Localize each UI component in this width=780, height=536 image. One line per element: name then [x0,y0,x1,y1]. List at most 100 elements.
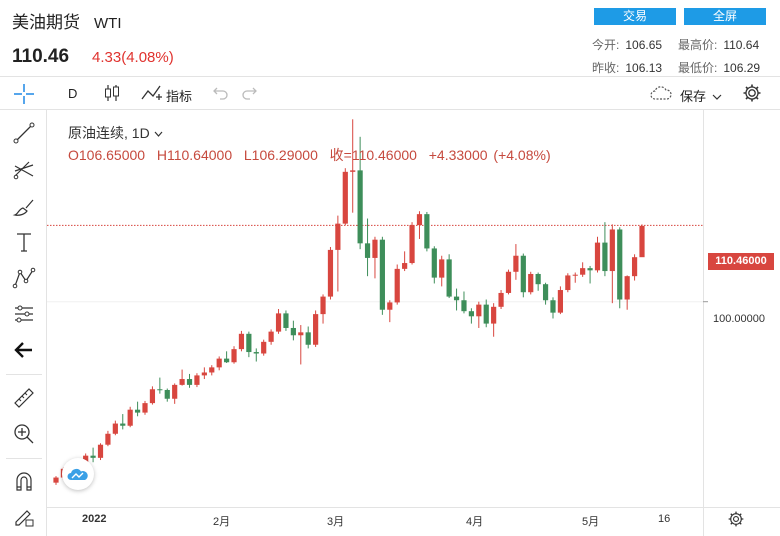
ruler-icon[interactable] [10,384,38,412]
pattern-tool-icon[interactable] [10,264,38,292]
brush-icon[interactable] [10,193,38,221]
candle-up [409,222,415,265]
candle-down [305,326,311,349]
candle-down [379,236,385,315]
candle-body [231,349,237,363]
candle-body [134,409,141,413]
stat-high: 最高价: 110.64 [678,36,759,53]
fib-tool-icon[interactable] [10,156,38,184]
candle-up [387,300,393,323]
crosshair-icon[interactable] [12,82,36,106]
candle-down [157,377,163,394]
candle-up [97,443,104,461]
candle-body [580,268,586,275]
candle-up [342,168,348,226]
candle-up [505,269,512,295]
candle-body [453,296,460,301]
axis-settings-icon[interactable] [727,510,745,533]
candle-up [209,365,215,376]
back-arrow-icon[interactable] [10,336,38,364]
x-tick-label-16: 16 [658,513,671,525]
candle-down [134,401,141,417]
candle-up [624,275,630,310]
candle-up [572,272,578,283]
candle-up [639,224,645,258]
magnet-icon[interactable] [10,468,38,496]
candle-body [320,296,326,315]
candle-body [498,292,504,307]
indicators-button[interactable]: 指标 [166,89,193,104]
candle-body [342,171,348,224]
candle-body [557,290,564,313]
candle-down [253,348,259,362]
candle-up [53,476,59,485]
legend-interval[interactable]: 1D [131,125,150,141]
title-text: 美油期货 [12,13,80,32]
x-tick-label-apr: 4月 [466,516,484,528]
candle-style-icon[interactable] [103,83,121,103]
zoom-in-icon[interactable] [10,420,38,448]
candle-body [179,379,185,385]
candle-body [305,332,311,345]
candle-down [483,299,489,328]
candle-body [565,275,571,291]
candle-up [127,406,133,428]
stat-open-label: 今开: [592,38,620,52]
legend-chevron-icon[interactable] [154,131,163,138]
gear-icon[interactable] [741,82,763,109]
chevron-down-icon[interactable] [712,88,722,106]
x-tick-label-may: 5月 [582,516,600,528]
candle-down [446,254,452,299]
cloud-icon[interactable] [648,84,676,107]
legend-low: L106.29000 [243,147,318,163]
interval-selector[interactable]: D [68,86,78,101]
candle-body [298,332,304,336]
candle-body [535,273,541,285]
candle-up [476,301,482,328]
candle-up [594,236,601,273]
x-tick-label-2022: 2022 [82,513,107,525]
trade-button[interactable]: 交易 [594,8,676,25]
candle-body [379,239,385,310]
candle-body [505,271,512,293]
candle-body [513,255,519,272]
candle-body [142,403,148,413]
legend-ohlc: O106.65000 H110.64000 L106.29000 收=110.4… [68,145,551,165]
candle-body [201,372,207,376]
legend-close: 收=110.46000 [329,147,417,163]
candle-down [120,414,126,430]
toolbar-top-border [0,76,780,77]
legend-name: 原油连续 [68,125,124,141]
candle-body [290,327,296,336]
candle-up [335,215,341,292]
candle-body [639,225,645,258]
candle-up [149,386,156,405]
candle-body [609,229,615,272]
candle-body [461,300,467,312]
save-button[interactable]: 保存 [680,89,707,104]
candle-body [520,255,526,293]
pencil-lock-icon[interactable] [10,503,38,531]
candle-body [364,243,371,258]
fullscreen-button[interactable]: 全屏 [684,8,766,25]
candle-up [201,367,207,380]
candle-up [580,262,586,277]
candle-body [275,313,282,332]
candle-body [172,384,178,399]
trend-line-icon[interactable] [10,119,38,147]
undo-icon[interactable] [212,84,230,105]
text-tool-icon[interactable] [10,228,38,256]
sidebar-border [46,110,47,536]
logo-badge [62,458,94,490]
price-change: 4.33(4.08%) [92,49,174,66]
candle-up [416,211,423,239]
x-tick-label-mar: 3月 [327,516,345,528]
redo-icon[interactable] [240,84,258,105]
candle-down [90,447,96,463]
projection-tool-icon[interactable] [10,300,38,328]
candle-up [350,119,356,213]
candle-up [172,383,178,404]
page-title: 美油期货 WTI [12,8,122,33]
indicators-icon[interactable] [140,83,162,103]
